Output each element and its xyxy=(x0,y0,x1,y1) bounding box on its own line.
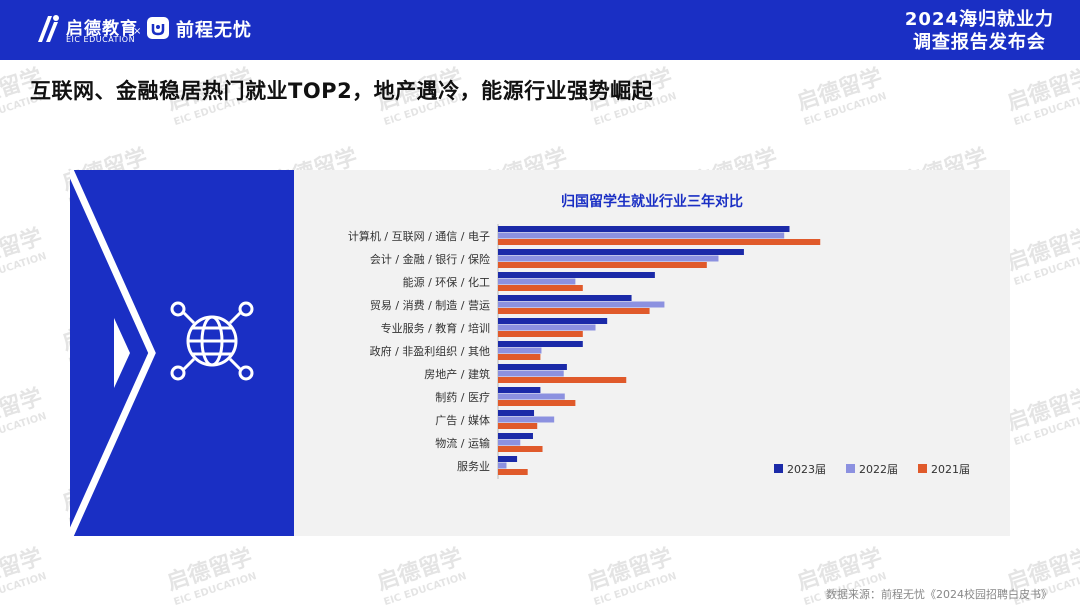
svg-text:启德留学: 启德留学 xyxy=(584,544,676,596)
legend-label: 2022届 xyxy=(859,463,898,476)
bar-2023届-5 xyxy=(498,341,583,347)
event-title-line1: 2024海归就业力 xyxy=(904,9,1054,30)
bar-2021届-9 xyxy=(498,446,543,452)
category-label: 房地产 / 建筑 xyxy=(424,367,490,381)
globe-network-icon xyxy=(170,301,254,381)
svg-text:启德留学: 启德留学 xyxy=(794,64,886,116)
bar-2023届-3 xyxy=(498,295,632,301)
legend-swatch xyxy=(918,464,927,473)
svg-text:EIC EDUCATION: EIC EDUCATION xyxy=(0,571,48,608)
logo-subtext: EIC EDUCATION xyxy=(66,35,136,44)
bar-2023届-10 xyxy=(498,456,518,462)
svg-text:启德留学: 启德留学 xyxy=(164,544,256,596)
bar-2021届-3 xyxy=(498,308,650,314)
event-title-line2: 调查报告发布会 xyxy=(912,32,1046,53)
legend-label: 2021届 xyxy=(931,463,970,476)
bar-2021届-4 xyxy=(498,331,583,337)
partner-logo-icon xyxy=(147,17,169,39)
eic-logo-icon xyxy=(38,15,59,42)
svg-text:启德留学: 启德留学 xyxy=(1004,384,1080,436)
bar-2022届-4 xyxy=(498,324,596,331)
svg-text:EIC EDUCATION: EIC EDUCATION xyxy=(172,571,258,608)
bar-2023届-1 xyxy=(498,249,744,255)
category-label: 制药 / 医疗 xyxy=(435,390,490,404)
bar-2023届-9 xyxy=(498,433,533,439)
source-note: 数据来源：前程无忧《2024校园招聘白皮书》 xyxy=(826,588,1052,601)
bar-2022届-1 xyxy=(498,255,719,262)
bar-2023届-7 xyxy=(498,387,541,393)
bar-2022届-3 xyxy=(498,301,665,308)
svg-text:EIC EDUCATION: EIC EDUCATION xyxy=(802,91,888,128)
decorative-panel xyxy=(66,168,294,538)
bar-2023届-6 xyxy=(498,364,567,370)
page-headline: 互联网、金融稳居热门就业TOP2，地产遇冷，能源行业强势崛起 xyxy=(30,79,654,103)
bar-2021届-6 xyxy=(498,377,627,383)
bar-2022届-7 xyxy=(498,393,565,400)
svg-text:EIC EDUCATION: EIC EDUCATION xyxy=(382,571,468,608)
svg-text:启德留学: 启德留学 xyxy=(0,384,46,436)
bar-2022届-6 xyxy=(498,370,564,377)
logo-separator: × xyxy=(133,26,142,37)
bar-2021届-1 xyxy=(498,262,707,268)
svg-text:EIC EDUCATION: EIC EDUCATION xyxy=(592,571,678,608)
bar-2023届-0 xyxy=(498,226,790,232)
category-label: 能源 / 环保 / 化工 xyxy=(403,275,490,289)
bar-2021届-5 xyxy=(498,354,541,360)
svg-text:EIC EDUCATION: EIC EDUCATION xyxy=(1012,251,1080,288)
legend-swatch xyxy=(846,464,855,473)
bar-2023届-4 xyxy=(498,318,608,324)
chart-title: 归国留学生就业行业三年对比 xyxy=(561,194,743,210)
bar-2022届-0 xyxy=(498,232,785,239)
svg-text:EIC EDUCATION: EIC EDUCATION xyxy=(0,411,48,448)
category-label: 计算机 / 互联网 / 通信 / 电子 xyxy=(348,229,490,243)
legend-label: 2023届 xyxy=(787,463,826,476)
legend-swatch xyxy=(774,464,783,473)
category-label: 政府 / 非盈利组织 / 其他 xyxy=(370,344,490,358)
bar-2022届-2 xyxy=(498,278,576,285)
category-label: 服务业 xyxy=(457,460,490,473)
category-label: 专业服务 / 教育 / 培训 xyxy=(381,321,490,335)
bar-2021届-8 xyxy=(498,423,538,429)
svg-text:启德留学: 启德留学 xyxy=(0,544,46,596)
category-label: 会计 / 金融 / 银行 / 保险 xyxy=(370,252,490,266)
bar-2021届-0 xyxy=(498,239,821,245)
bar-2023届-2 xyxy=(498,272,655,278)
svg-text:EIC EDUCATION: EIC EDUCATION xyxy=(0,251,48,288)
svg-text:启德留学: 启德留学 xyxy=(0,224,46,276)
event-title: 2024海归就业力 调查报告发布会 xyxy=(905,8,1054,54)
bar-2022届-5 xyxy=(498,347,542,354)
svg-text:启德留学: 启德留学 xyxy=(374,544,466,596)
bar-2021届-7 xyxy=(498,400,576,406)
category-label: 贸易 / 消费 / 制造 / 营运 xyxy=(370,298,490,312)
bar-2021届-2 xyxy=(498,285,583,291)
svg-text:EIC EDUCATION: EIC EDUCATION xyxy=(1012,411,1080,448)
category-label: 广告 / 媒体 xyxy=(435,413,490,427)
bar-2022届-9 xyxy=(498,439,521,446)
svg-text:启德留学: 启德留学 xyxy=(1004,64,1080,116)
bar-2023届-8 xyxy=(498,410,535,416)
partner-name: 前程无忧 xyxy=(176,20,252,41)
logo-text: 启德教育 xyxy=(66,19,138,39)
bar-2021届-10 xyxy=(498,469,528,475)
header-bar: 启德教育 EIC EDUCATION × 前程无忧 2024海归就业力 调查报告… xyxy=(0,0,1080,60)
bar-2022届-8 xyxy=(498,416,555,423)
svg-text:EIC EDUCATION: EIC EDUCATION xyxy=(1012,91,1080,128)
svg-text:启德留学: 启德留学 xyxy=(1004,224,1080,276)
category-label: 物流 / 运输 xyxy=(435,436,490,450)
bar-2022届-10 xyxy=(498,462,507,469)
